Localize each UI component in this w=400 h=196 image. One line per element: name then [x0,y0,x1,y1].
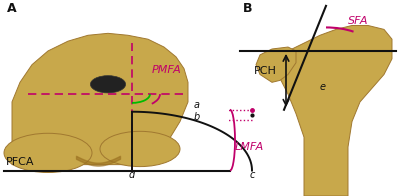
Polygon shape [276,25,392,196]
Text: d: d [129,170,135,180]
Text: e: e [320,82,326,92]
Circle shape [90,76,126,93]
Polygon shape [256,47,296,82]
Ellipse shape [100,131,180,167]
Polygon shape [12,33,188,165]
Text: B: B [243,2,252,15]
Text: PMFA: PMFA [152,64,182,74]
FancyBboxPatch shape [234,0,400,196]
Text: b: b [194,112,200,122]
Text: LMFA: LMFA [235,142,264,152]
Text: PCH: PCH [254,66,277,76]
Ellipse shape [4,133,92,172]
Text: A: A [7,2,17,15]
Text: SFA: SFA [348,15,368,25]
Text: c: c [250,170,255,180]
FancyBboxPatch shape [0,0,234,196]
Text: a: a [194,100,200,110]
Text: PFCA: PFCA [6,157,34,167]
